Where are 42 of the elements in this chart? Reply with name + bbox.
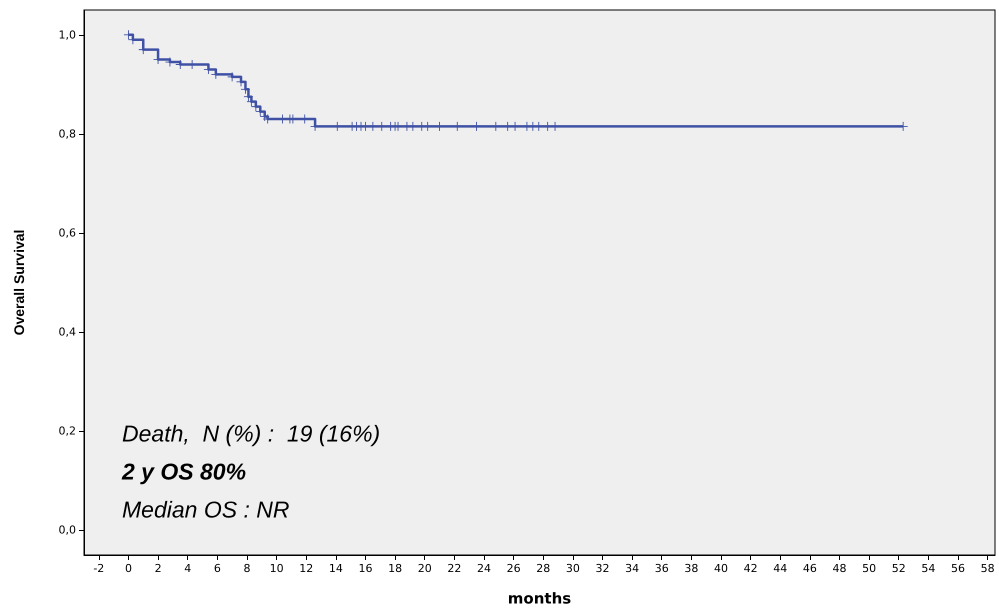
x-tick-label: 20: [418, 562, 432, 575]
x-tick-label: 48: [832, 562, 846, 575]
x-tick-label: 24: [476, 562, 491, 575]
x-tick-label: 18: [388, 562, 402, 575]
x-tick-label: 30: [566, 562, 580, 575]
x-tick-label: 14: [328, 562, 343, 575]
x-tick-label: 16: [358, 562, 372, 575]
x-tick-label: 40: [714, 562, 728, 575]
x-tick-label: 46: [802, 562, 817, 575]
x-tick-label: 32: [595, 562, 610, 575]
x-tick-label: 8: [243, 562, 250, 575]
y-tick-label: 0,8: [58, 127, 76, 140]
x-tick-label: 0: [124, 562, 132, 575]
x-tick-label: 12: [299, 562, 314, 575]
x-tick-label: 54: [921, 562, 936, 575]
x-tick-label: 34: [625, 562, 640, 575]
y-tick-label: 0,4: [58, 326, 76, 339]
x-tick-label: 50: [862, 562, 876, 575]
annotation: Median OS : NR: [122, 496, 290, 522]
x-tick-label: 10: [270, 562, 284, 575]
annotation: Death, N (%) : 19 (16%): [122, 420, 380, 446]
x-tick-label: 44: [773, 562, 788, 575]
x-tick-label: 28: [536, 562, 550, 575]
x-tick-label: 2: [154, 562, 162, 575]
x-tick-label: 6: [214, 562, 221, 575]
x-tick-label: -2: [93, 562, 104, 575]
y-tick-label: 1,0: [58, 28, 76, 42]
x-tick-label: 36: [654, 562, 669, 575]
x-tick-label: 38: [684, 562, 698, 575]
x-tick-label: 58: [980, 562, 995, 575]
x-tick-label: 56: [950, 562, 965, 575]
x-tick-label: 42: [744, 562, 758, 575]
x-tick-label: 22: [447, 562, 462, 575]
x-axis-title: months: [508, 590, 572, 608]
x-tick-label: 52: [892, 562, 906, 575]
y-tick-label: 0,0: [58, 524, 76, 537]
y-tick-label: 0,2: [58, 424, 76, 438]
x-tick-label: 26: [506, 562, 521, 575]
y-axis-title: Overall Survival: [11, 230, 27, 336]
y-tick-label: 0,6: [58, 226, 76, 240]
annotation: 2 y OS 80%: [121, 458, 246, 484]
x-tick-label: 4: [184, 562, 192, 575]
